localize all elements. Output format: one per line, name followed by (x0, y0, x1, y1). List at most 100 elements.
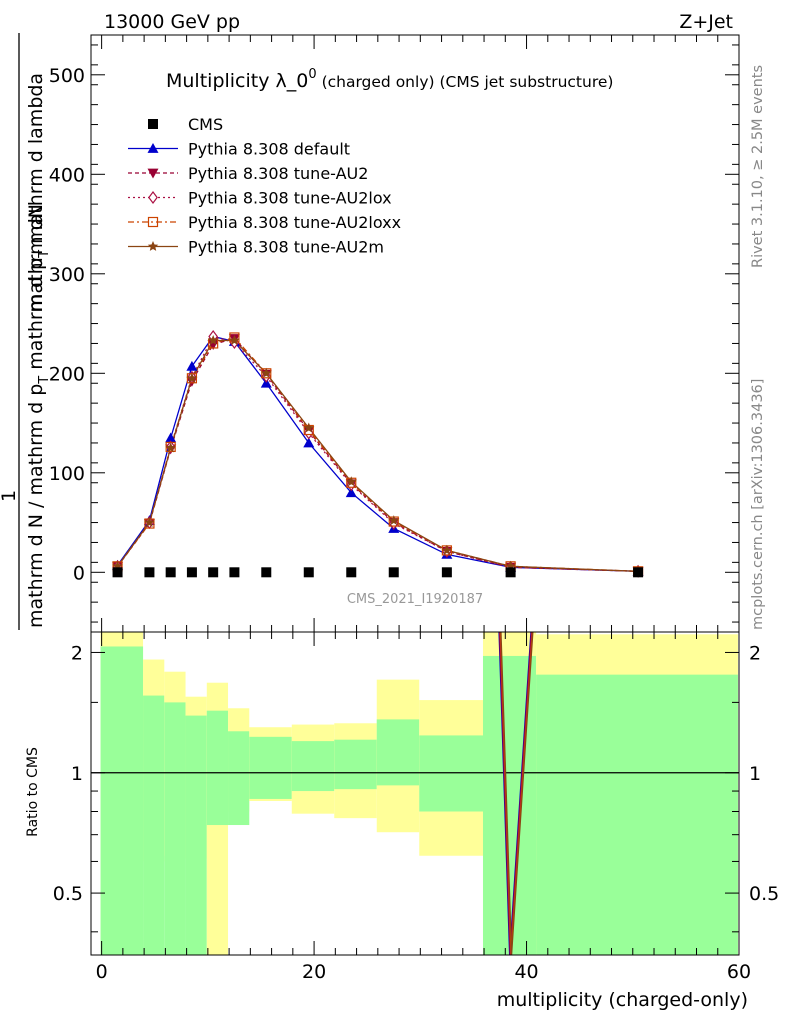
ratio-lines (91, 632, 739, 955)
cms-data-point (229, 567, 240, 578)
legend-label: Pythia 8.308 tune-AU2 (188, 164, 368, 183)
cms-data-point (165, 567, 176, 578)
ratio-y-tick-label: 1 (71, 763, 83, 785)
y-label-denominator-main: mathrm d N / mathrm d p (25, 384, 47, 628)
series-point (303, 437, 315, 448)
cms-data-point (112, 567, 123, 578)
ratio-green-band (249, 736, 292, 799)
series-point (165, 442, 176, 453)
cms-data-point (388, 567, 399, 578)
ratio-uncertainty-bands (100, 632, 738, 955)
x-axis-label: multiplicity (charged-only) (497, 989, 748, 1011)
x-tick-label: 20 (302, 961, 326, 983)
series-point (345, 487, 357, 498)
title-superscript: 0 (308, 67, 316, 82)
ratio-green-band (228, 731, 250, 826)
legend-label: Pythia 8.308 tune-AU2lox (188, 189, 392, 208)
y-label-one: 1 (0, 490, 20, 502)
y-label-t-subscript: T (37, 250, 52, 259)
main-plot-axes: 0 100 200 300 400 500 (49, 35, 740, 632)
ratio-green-band (185, 715, 207, 955)
y-tick-label: 200 (49, 363, 85, 385)
legend: CMS Pythia 8.308 default Pythia 8.308 tune… (128, 115, 401, 257)
y-label-pt-subscript: T (37, 376, 52, 385)
cms-data-point (303, 567, 314, 578)
ratio-y-tick-label-right: 1 (749, 763, 761, 785)
ratio-y-tick-label-right: 2 (749, 642, 761, 664)
ratio-y-tick-label-right: 0.5 (749, 883, 779, 905)
ratio-green-band (376, 719, 420, 786)
y-tick-label: 500 (49, 65, 85, 87)
x-tick-label: 0 (96, 961, 108, 983)
series-point (144, 517, 155, 527)
ratio-plot-panel: 0.5 0.51 12 20 20 40 60 Ratio to CMS multiplic… (25, 631, 779, 1011)
mcplots-label: mcplots.cern.ch [arXiv:1306.3436] (750, 379, 766, 630)
ratio-green-band (419, 735, 483, 812)
cms-data-point (208, 567, 219, 578)
cms-data-point (186, 567, 197, 578)
series-point (186, 372, 198, 383)
series-point (186, 360, 198, 371)
ratio-green-band (536, 674, 738, 955)
ratio-green-band (206, 710, 229, 826)
cms-data-point (441, 567, 452, 578)
series-point (261, 367, 272, 378)
x-tick-label: 60 (727, 961, 751, 983)
y-label-lambda: mathrm d lambda (25, 73, 47, 250)
energy-label: 13000 GeV pp (104, 11, 240, 33)
ratio-y-axis-label: Ratio to CMS (25, 747, 41, 837)
ratio-green-band (143, 695, 165, 955)
legend-marker (148, 191, 158, 204)
legend-marker (147, 168, 159, 179)
ratio-y-tick-label: 0.5 (53, 883, 83, 905)
series-point (165, 441, 176, 453)
y-label-denominator: mathrm d N / mathrm d pT mathrm d pT mat… (25, 73, 52, 628)
y-tick-label: 300 (49, 264, 85, 286)
ratio-green-band (334, 739, 377, 790)
rivet-label: Rivet 3.1.10, ≥ 2.5M events (750, 65, 766, 268)
x-tick-label: 40 (514, 961, 538, 983)
analysis-watermark: CMS_2021_I1920187 (347, 592, 483, 607)
cms-data-point (505, 567, 516, 578)
series-point (303, 422, 314, 433)
legend-marker-cms (148, 119, 158, 129)
ratio-green-band (291, 741, 335, 792)
series-line (117, 339, 639, 572)
main-plot-panel: 0 100 200 300 400 500 CMS Pythia 8.308 default… (0, 33, 740, 633)
legend-label: CMS (188, 115, 223, 134)
y-tick-label: 0 (73, 562, 85, 584)
title-main: Multiplicity λ_0 (166, 70, 308, 92)
y-tick-label: 100 (49, 463, 85, 485)
main-plot-marks (112, 329, 644, 578)
legend-label: Pythia 8.308 tune-AU2loxx (188, 213, 401, 232)
cms-data-point (633, 567, 644, 578)
main-y-axis-label: mathrm dN1 mathrm d N / mathrm d pT mathr… (0, 33, 52, 630)
ratio-green-band (164, 702, 186, 955)
legend-label: Pythia 8.308 tune-AU2m (188, 238, 384, 257)
legend-marker (147, 143, 159, 153)
legend-marker (147, 216, 159, 228)
ratio-y-tick-label: 2 (71, 642, 83, 664)
series-point (388, 515, 399, 525)
series-point (441, 544, 453, 555)
series-point (207, 335, 219, 345)
series-point (229, 335, 240, 345)
ratio-plot-frame (90, 631, 740, 956)
cms-data-point (346, 567, 357, 578)
ratio-series-line (500, 632, 534, 955)
legend-marker (147, 241, 159, 251)
title-suffix: (charged only) (CMS jet substructure) (317, 73, 614, 91)
series-point (346, 476, 357, 487)
ratio-green-band (100, 646, 144, 955)
chart-title: Multiplicity λ_00 (charged only) (CMS je… (166, 67, 613, 92)
y-label-denominator-tail: mathrm d p (25, 258, 47, 376)
cms-data-point (144, 567, 155, 578)
legend-label: Pythia 8.308 default (188, 140, 350, 159)
y-label-numerator: mathrm dN (25, 204, 47, 312)
series-point (207, 340, 219, 350)
cms-data-point (261, 567, 272, 578)
series-point (165, 432, 177, 443)
y-tick-label: 400 (49, 164, 85, 186)
ratio-plot-axes: 0.5 0.51 12 20 20 40 60 (53, 632, 779, 983)
